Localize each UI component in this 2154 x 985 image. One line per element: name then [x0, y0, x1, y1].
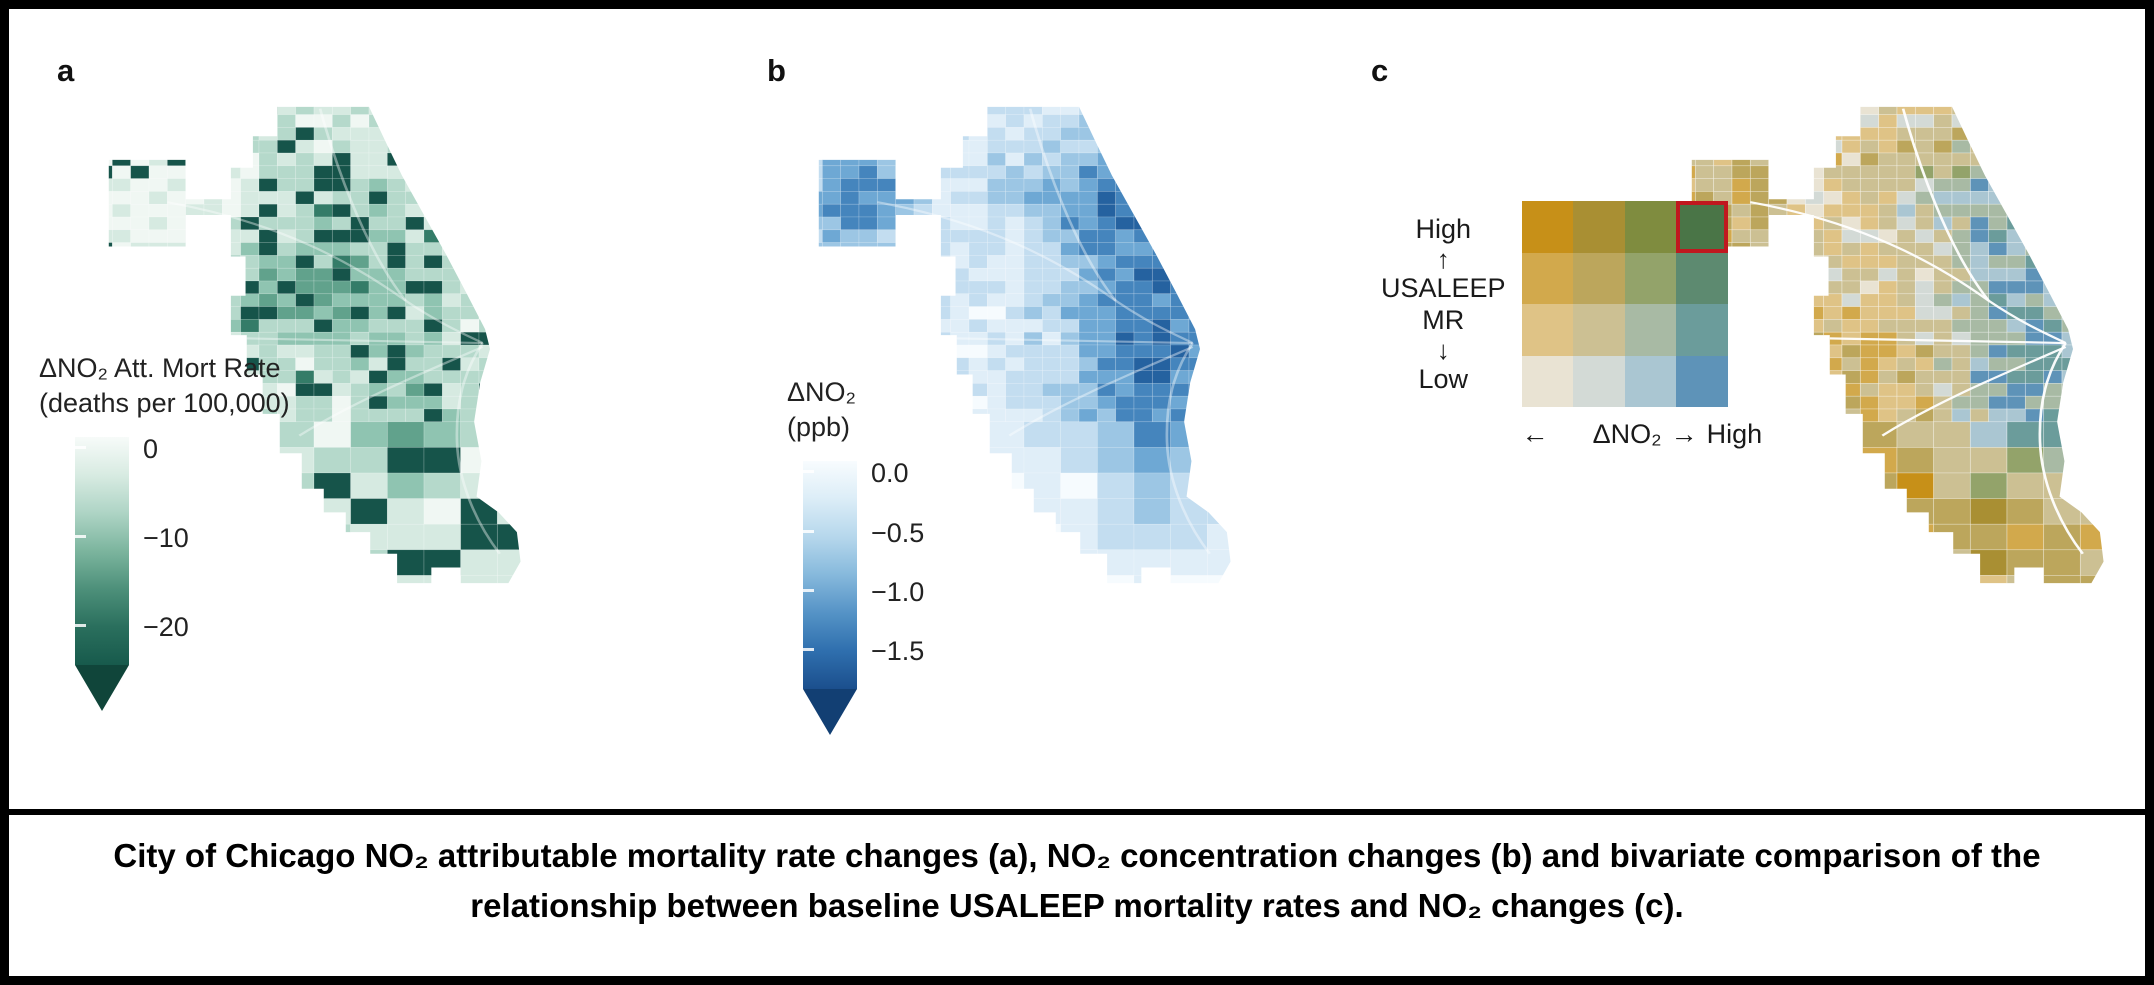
- expressway-line: [232, 337, 483, 345]
- arrow-left-icon: ←: [1521, 419, 1549, 449]
- legend-c-usaleep-label: USALEEP: [1381, 272, 1506, 303]
- legend-c-bivariate: High ↑ USALEEP MR ↓ Low ← ΔNO₂ → High: [1381, 201, 1762, 450]
- colorbar-tick-mark: [75, 446, 86, 450]
- bivariate-legend-cell: [1521, 252, 1574, 304]
- legend-c-y-axis: High ↑ USALEEP MR ↓ Low: [1381, 201, 1506, 407]
- legend-c-low-label: Low: [1418, 363, 1469, 394]
- figure-panels: a b c ΔNO₂ Att. Mort Rate (deaths per 10…: [9, 9, 2145, 809]
- colorbar-tick-label: −10: [143, 523, 189, 554]
- figure-caption: City of Chicago NO₂ attributable mortali…: [113, 837, 2041, 924]
- map-b-chicago-no2: [818, 106, 1231, 584]
- expressway-line: [1815, 337, 2066, 345]
- expressway-line: [167, 201, 484, 344]
- legend-c-high-label: High: [1415, 213, 1472, 244]
- legend-c-x-axis: ← ΔNO₂ → High: [1522, 419, 1763, 450]
- legend-c-xhigh-label: High: [1706, 419, 1763, 449]
- legend-a-tick-labels: 0 −10 −20: [143, 434, 227, 665]
- map-a-chicago-mortality: [108, 106, 521, 584]
- legend-a-colorbar-arrow: [75, 665, 129, 712]
- colorbar-tick-mark: [803, 470, 814, 474]
- expressway-line: [1901, 108, 1990, 302]
- bivariate-legend-cell: [1676, 304, 1728, 356]
- panel-a-label: a: [57, 53, 75, 88]
- bivariate-legend-cell: [1521, 355, 1574, 407]
- colorbar-tick-mark: [803, 648, 814, 652]
- bivariate-legend-cell: [1624, 252, 1677, 304]
- bivariate-legend-cell: [1676, 252, 1728, 304]
- bivariate-legend-cell: [1573, 201, 1625, 253]
- expressway-line: [942, 337, 1193, 345]
- bivariate-legend-cell: [1521, 304, 1574, 356]
- legend-a-subtitle: (deaths per 100,000): [39, 388, 290, 419]
- colorbar-tick-label: −20: [143, 612, 189, 643]
- bivariate-legend-cell: [1573, 304, 1625, 356]
- expressway-line: [1028, 108, 1117, 302]
- bivariate-legend-cell: [1573, 252, 1625, 304]
- expressway-line: [1750, 201, 2067, 344]
- bivariate-legend-cell: [1624, 201, 1677, 253]
- legend-b-title: ΔNO₂: [787, 377, 857, 407]
- expressway-line: [1881, 346, 2067, 437]
- arrow-down-icon: ↓: [1436, 334, 1450, 365]
- legend-b: ΔNO₂ (ppb) 0.0 −0.5 −1.0 −1.5: [781, 375, 955, 736]
- colorbar-tick-label: −0.5: [871, 517, 925, 548]
- bivariate-legend-cell: [1624, 355, 1677, 407]
- legend-a: ΔNO₂ Att. Mort Rate (deaths per 100,000)…: [39, 351, 290, 712]
- legend-a-title: ΔNO₂ Att. Mort Rate: [39, 353, 281, 383]
- expressway-line: [318, 108, 407, 302]
- caption-band: City of Chicago NO₂ attributable mortali…: [9, 809, 2145, 976]
- expressway-line: [1008, 346, 1194, 437]
- expressway-line: [2038, 342, 2084, 555]
- legend-a-colorbar-gradient: [75, 437, 129, 666]
- legend-c-color-matrix: [1521, 201, 1728, 407]
- expressway-line: [1165, 342, 1211, 555]
- legend-b-subtitle: (ppb): [787, 412, 851, 443]
- expressway-line: [298, 346, 484, 437]
- colorbar-tick-label: −1.0: [871, 576, 925, 607]
- colorbar-tick-label: −1.5: [871, 636, 925, 667]
- expressway-line: [455, 342, 501, 555]
- colorbar-tick-mark: [75, 535, 86, 539]
- colorbar-tick-label: 0.0: [871, 458, 909, 489]
- bivariate-legend-cell-highlighted: [1676, 201, 1728, 253]
- bivariate-legend-cell: [1676, 355, 1728, 407]
- legend-a-colorbar: [75, 437, 129, 712]
- expressway-line: [877, 201, 1194, 344]
- colorbar-tick-mark: [803, 588, 814, 592]
- legend-b-colorbar-arrow: [803, 689, 857, 736]
- panel-c-label: c: [1371, 53, 1389, 88]
- bivariate-legend-cell: [1521, 201, 1574, 253]
- legend-c-mr-label: MR: [1422, 304, 1465, 335]
- arrow-up-icon: ↑: [1436, 243, 1450, 274]
- legend-c-matrix-block: ← ΔNO₂ → High: [1521, 201, 1763, 450]
- legend-b-colorbar: [803, 461, 857, 736]
- arrow-right-icon: →: [1670, 419, 1698, 449]
- colorbar-tick-mark: [75, 624, 86, 628]
- colorbar-tick-label: 0: [143, 434, 159, 465]
- bivariate-legend-cell: [1624, 304, 1677, 356]
- panel-b-label: b: [767, 53, 786, 88]
- legend-b-tick-labels: 0.0 −0.5 −1.0 −1.5: [871, 458, 955, 689]
- bivariate-legend-cell: [1573, 355, 1625, 407]
- map-c-chicago-bivariate: [1691, 106, 2104, 584]
- legend-c-dno2-label: ΔNO₂: [1592, 419, 1662, 449]
- legend-b-colorbar-gradient: [803, 461, 857, 690]
- colorbar-tick-mark: [803, 529, 814, 533]
